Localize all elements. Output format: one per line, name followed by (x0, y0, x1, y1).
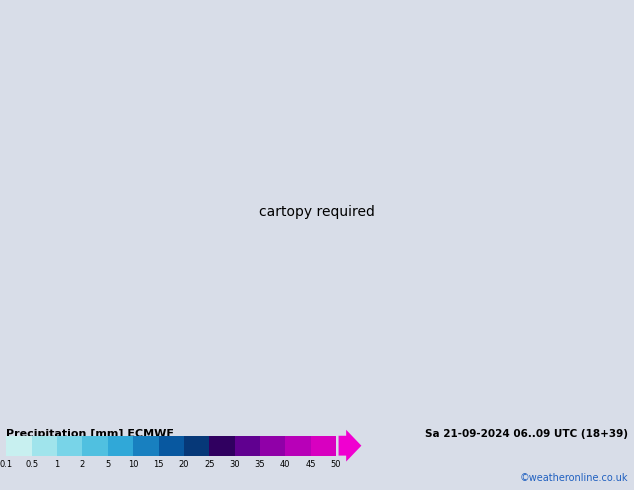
Text: 40: 40 (280, 460, 290, 469)
Bar (57, 436, 82, 456)
Text: 10: 10 (128, 460, 138, 469)
Text: 15: 15 (153, 460, 164, 469)
Text: 0.5: 0.5 (25, 460, 38, 469)
Bar (209, 436, 235, 456)
Text: Precipitation [mm] ECMWF: Precipitation [mm] ECMWF (6, 429, 174, 440)
Bar (108, 436, 133, 456)
Bar (184, 436, 209, 456)
Text: 45: 45 (306, 460, 316, 469)
Bar (32, 436, 57, 456)
Bar (6, 436, 32, 456)
Bar (260, 436, 285, 456)
Text: 5: 5 (105, 460, 110, 469)
Bar (285, 436, 311, 456)
Text: 0.1: 0.1 (0, 460, 13, 469)
Text: ©weatheronline.co.uk: ©weatheronline.co.uk (519, 473, 628, 483)
Text: 20: 20 (179, 460, 189, 469)
Bar (235, 436, 260, 456)
Text: 2: 2 (80, 460, 85, 469)
Text: 25: 25 (204, 460, 214, 469)
Text: 50: 50 (331, 460, 341, 469)
Text: Sa 21-09-2024 06..09 UTC (18+39): Sa 21-09-2024 06..09 UTC (18+39) (425, 429, 628, 439)
Bar (82, 436, 108, 456)
Text: 30: 30 (230, 460, 240, 469)
Text: cartopy required: cartopy required (259, 205, 375, 219)
Bar (311, 436, 336, 456)
Text: 1: 1 (55, 460, 60, 469)
Text: 35: 35 (255, 460, 265, 469)
Bar (158, 436, 184, 456)
FancyArrow shape (339, 430, 361, 462)
Bar (133, 436, 158, 456)
